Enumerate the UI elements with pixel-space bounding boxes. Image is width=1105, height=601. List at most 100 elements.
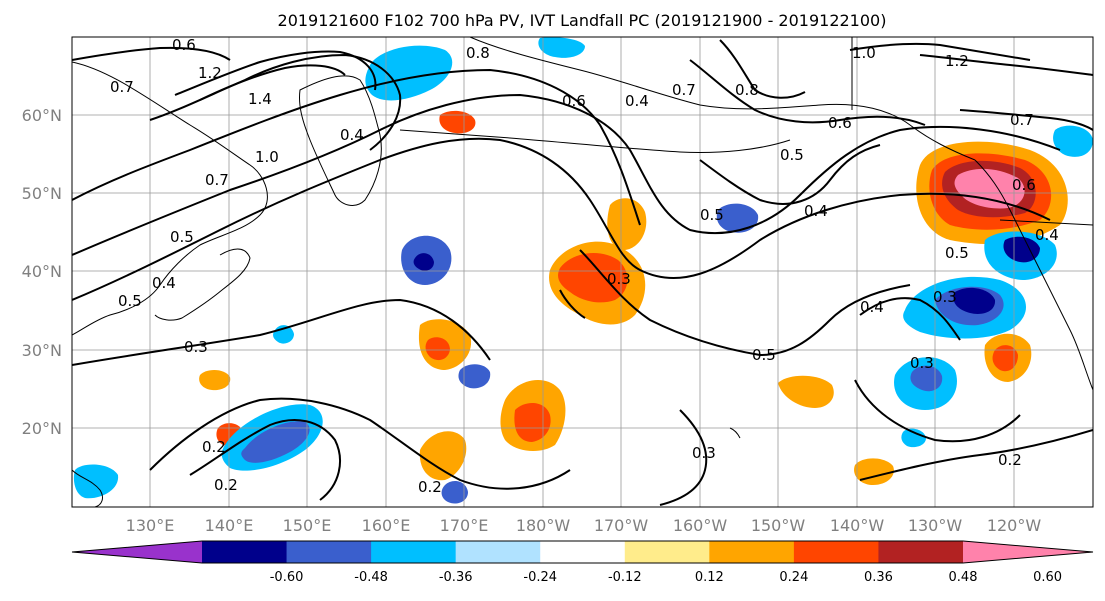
- contour-label: 0.5: [118, 292, 142, 310]
- contour-label: 0.6: [562, 92, 586, 110]
- contour-label: 0.4: [625, 92, 649, 110]
- contour-label: 0.4: [804, 202, 828, 220]
- colorbar-outline: [71, 540, 1094, 564]
- figure-title: 2019121600 F102 700 hPa PV, IVT Landfall…: [278, 11, 887, 30]
- contour-label: 0.2: [998, 451, 1022, 469]
- anomaly-kamchatka-warm: [439, 110, 476, 134]
- lat-tick-label: 20°N: [22, 419, 62, 438]
- contour-label: 0.5: [752, 346, 776, 364]
- coast-hawaii: [729, 427, 741, 439]
- pv-contour-08-alaska: [719, 39, 806, 99]
- colorbar-tick-label: 0.24: [779, 570, 808, 585]
- contour-label: 0.4: [860, 298, 884, 316]
- coast-taiwan-phil: [72, 469, 103, 507]
- contour-label: 0.3: [692, 444, 716, 462]
- contour-label: 0.6: [1012, 176, 1036, 194]
- colorbar-extend-high: [963, 541, 1093, 563]
- pv-contour-06-alaska: [689, 59, 926, 126]
- pv-contour-03-east: [854, 379, 1021, 443]
- contour-label: 1.2: [198, 64, 222, 82]
- colorbar-extend-low: [72, 541, 202, 563]
- contour-label: 0.2: [202, 438, 226, 456]
- contour-label: 0.7: [672, 81, 696, 99]
- contour-label: 0.4: [152, 274, 176, 292]
- pv-contour-07-ne: [959, 109, 1093, 131]
- pv-contour-12-ne: [919, 54, 1093, 76]
- contour-label: 0.2: [214, 476, 238, 494]
- contour-label: 1.4: [248, 90, 272, 108]
- contour-label: 1.0: [852, 44, 876, 62]
- contour-label: 0.3: [933, 288, 957, 306]
- contour-label: 0.3: [607, 270, 631, 288]
- anomaly-south-cool-core: [910, 365, 943, 392]
- colorbar-tick-label: -0.48: [354, 570, 388, 585]
- contour-label: 0.4: [1035, 226, 1059, 244]
- anomaly-tropic-cool-1: [458, 364, 491, 389]
- contour-label: 1.0: [255, 148, 279, 166]
- lon-tick-label: 150°W: [751, 516, 806, 535]
- contour-label: 0.3: [910, 354, 934, 372]
- colorbar-segment: [540, 541, 626, 563]
- colorbar-segment: [371, 541, 457, 563]
- pv-contour-05-mid: [579, 249, 911, 357]
- colorbar-tick-label: 0.36: [864, 570, 893, 585]
- coast-na-west: [974, 159, 1093, 391]
- colorbar-segment: [286, 541, 372, 563]
- anomaly-coast-cool-core: [1003, 236, 1040, 263]
- lat-axis: 60°N 50°N 40°N 30°N 20°N: [22, 106, 62, 438]
- contour-label: 0.7: [205, 171, 229, 189]
- anomaly-gulf-cool: [716, 203, 759, 233]
- lon-tick-label: 180°W: [516, 516, 571, 535]
- contour-label: 0.6: [172, 36, 196, 54]
- anomaly-central-warm-inner: [558, 253, 628, 303]
- colorbar-segment: [709, 541, 795, 563]
- colorbar-tick-label: -0.60: [270, 570, 304, 585]
- lon-tick-label: 140°E: [205, 516, 254, 535]
- lat-tick-label: 30°N: [22, 341, 62, 360]
- pv-contour-10-ne: [849, 42, 1031, 61]
- colorbar-segment: [878, 541, 964, 563]
- pv-contour-03-north: [72, 298, 491, 366]
- pv-contours: [72, 39, 1093, 506]
- lon-tick-label: 160°E: [362, 516, 411, 535]
- anomaly-small-cool-5: [901, 428, 926, 448]
- lon-tick-label: 170°W: [594, 516, 649, 535]
- anomaly-central-warm-north: [607, 198, 647, 250]
- anomaly-ne-corner-cool: [1053, 125, 1093, 157]
- anomaly-west-cool-core: [413, 253, 434, 271]
- lat-tick-label: 40°N: [22, 262, 62, 281]
- pv-contour-04: [72, 137, 1051, 301]
- colorbar-segment: [793, 541, 879, 563]
- lat-tick-label: 50°N: [22, 184, 62, 203]
- map-panel: 0.6 1.2 1.4 0.7 1.0 0.7 0.5 0.4 0.5 0.3 …: [71, 36, 1094, 508]
- lon-tick-label: 160°W: [673, 516, 728, 535]
- contour-label: 0.8: [735, 81, 759, 99]
- coast-aleutians: [399, 129, 791, 153]
- anomaly-okhotsk-cool: [365, 45, 453, 101]
- map-frame: [71, 36, 1094, 508]
- anomaly-east-warm-inner: [992, 345, 1018, 372]
- colorbar: -0.60 -0.48 -0.36 -0.24 -0.12 0.12 0.24 0.36 0.4…: [71, 540, 1094, 585]
- colorbar-segment: [455, 541, 541, 563]
- lat-tick-label: 60°N: [22, 106, 62, 125]
- contour-label: 0.8: [466, 44, 490, 62]
- anomaly-tropic-cool-2: [441, 480, 468, 504]
- anomaly-sw-warm: [419, 431, 467, 481]
- contour-label: 0.5: [170, 228, 194, 246]
- colorbar-tick-label: 0.12: [695, 570, 724, 585]
- contour-label: 1.2: [945, 52, 969, 70]
- lon-tick-label: 130°E: [126, 516, 175, 535]
- contour-label: 0.2: [418, 478, 442, 496]
- anomaly-small-warm-1: [778, 375, 834, 408]
- pv-contour-04-east: [859, 297, 961, 341]
- border-canada-us: [999, 219, 1093, 226]
- contour-label: 0.5: [945, 244, 969, 262]
- anomaly-sw-cool-inner: [241, 421, 310, 463]
- pv-contour-03-mid: [659, 409, 708, 506]
- colorbar-tick-label: 0.48: [949, 570, 978, 585]
- pv-contour-03-south: [149, 397, 571, 490]
- coast-alaska: [469, 37, 976, 161]
- colorbar-tick-label: 0.60: [1033, 570, 1062, 585]
- pv-contour-07-north: [72, 46, 231, 61]
